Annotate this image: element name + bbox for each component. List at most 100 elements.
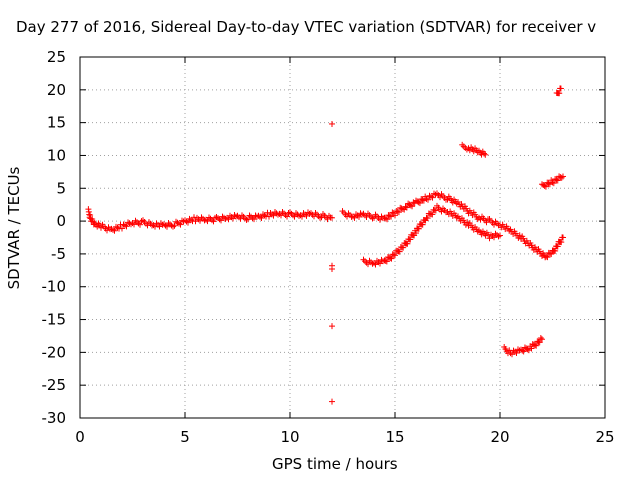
- axis-ticks: 0 5 10 15 20 25 -30 -25 -20 -15 -10 -5 0 5 10 15 20 25: [42, 48, 615, 446]
- data-point: [409, 203, 416, 210]
- data-point: [390, 251, 397, 258]
- data-point: [543, 253, 550, 260]
- x-tick-label: 25: [595, 428, 614, 446]
- data-point: [462, 221, 469, 228]
- x-axis-label: GPS time / hours: [272, 455, 398, 473]
- data-point: [524, 346, 531, 353]
- data-point: [415, 225, 422, 232]
- data-point: [369, 260, 376, 267]
- data-point: [388, 213, 395, 220]
- data-point: [432, 207, 439, 214]
- data-point: [550, 180, 557, 187]
- data-point: [466, 147, 473, 154]
- data-point: [554, 177, 561, 184]
- y-tick-label: 20: [47, 81, 66, 99]
- data-point: [558, 174, 565, 181]
- data-point: [464, 219, 471, 226]
- data-point: [329, 323, 335, 330]
- data-point: [553, 176, 560, 183]
- data-point: [329, 398, 335, 405]
- y-tick-label: 15: [47, 114, 66, 132]
- x-tick-label: 0: [75, 428, 85, 446]
- y-tick-label: 25: [47, 48, 66, 66]
- y-tick-label: 0: [56, 212, 66, 230]
- data-point: [257, 213, 263, 220]
- data-point: [444, 196, 451, 203]
- data-point: [396, 248, 403, 255]
- data-point: [453, 214, 460, 221]
- data-point: [535, 338, 542, 345]
- data-point: [407, 236, 414, 243]
- data-point: [329, 120, 335, 127]
- data-point: [210, 218, 217, 225]
- data-point: [482, 151, 489, 158]
- data-point: [188, 216, 194, 223]
- data-point: [288, 210, 295, 217]
- data-point: [438, 208, 445, 215]
- data-point: [536, 339, 543, 346]
- data-point: [267, 210, 274, 217]
- data-point: [560, 234, 566, 241]
- data-point: [546, 250, 553, 257]
- data-point: [497, 232, 503, 239]
- data-point: [558, 239, 565, 246]
- data-point: [548, 251, 555, 258]
- data-point: [393, 207, 400, 214]
- data-point: [552, 247, 559, 254]
- data-point: [544, 254, 551, 261]
- y-tick-label: -5: [51, 245, 66, 263]
- data-point: [545, 180, 552, 187]
- x-tick-label: 5: [180, 428, 190, 446]
- data-point: [329, 266, 335, 273]
- data-point: [400, 244, 407, 251]
- x-tick-label: 20: [490, 428, 509, 446]
- y-tick-label: 10: [47, 146, 66, 164]
- data-point: [98, 224, 104, 231]
- data-point: [520, 348, 527, 355]
- data-point: [382, 257, 389, 264]
- data-series: [539, 173, 566, 190]
- data-point: [506, 227, 513, 234]
- data-point: [539, 336, 545, 343]
- data-point: [397, 204, 404, 211]
- data-point: [413, 230, 419, 237]
- data-point: [449, 199, 456, 206]
- data-point: [407, 202, 414, 209]
- y-tick-label: -30: [42, 409, 67, 427]
- grid-lines: [80, 57, 605, 418]
- data-point: [541, 182, 548, 189]
- data-point: [185, 219, 191, 226]
- y-tick-label: -20: [42, 343, 67, 361]
- data-point: [415, 199, 422, 206]
- data-point: [94, 223, 101, 230]
- data-point: [392, 252, 398, 259]
- data-series: [85, 206, 335, 234]
- data-point: [258, 215, 265, 222]
- x-tick-label: 10: [280, 428, 299, 446]
- data-point: [416, 200, 423, 207]
- data-point: [404, 240, 411, 247]
- data-point: [557, 174, 564, 181]
- data-point: [384, 216, 391, 223]
- data-point: [191, 214, 197, 221]
- y-axis-label: SDTVAR / TECUs: [5, 166, 23, 290]
- data-point: [556, 90, 563, 97]
- data-point: [403, 204, 410, 211]
- data-point: [89, 216, 96, 223]
- y-tick-label: -25: [42, 376, 67, 394]
- data-point: [429, 194, 436, 201]
- x-tick-label: 15: [385, 428, 404, 446]
- data-series: [360, 202, 503, 268]
- data-point: [387, 255, 394, 262]
- data-point: [519, 347, 526, 354]
- data-point: [284, 213, 290, 220]
- data-point: [177, 221, 184, 228]
- data-point: [533, 342, 540, 349]
- data-point: [477, 216, 484, 223]
- data-point: [394, 208, 401, 215]
- data-series: [459, 141, 489, 158]
- data-point: [419, 221, 426, 228]
- data-point: [104, 227, 110, 234]
- data-point: [474, 228, 481, 235]
